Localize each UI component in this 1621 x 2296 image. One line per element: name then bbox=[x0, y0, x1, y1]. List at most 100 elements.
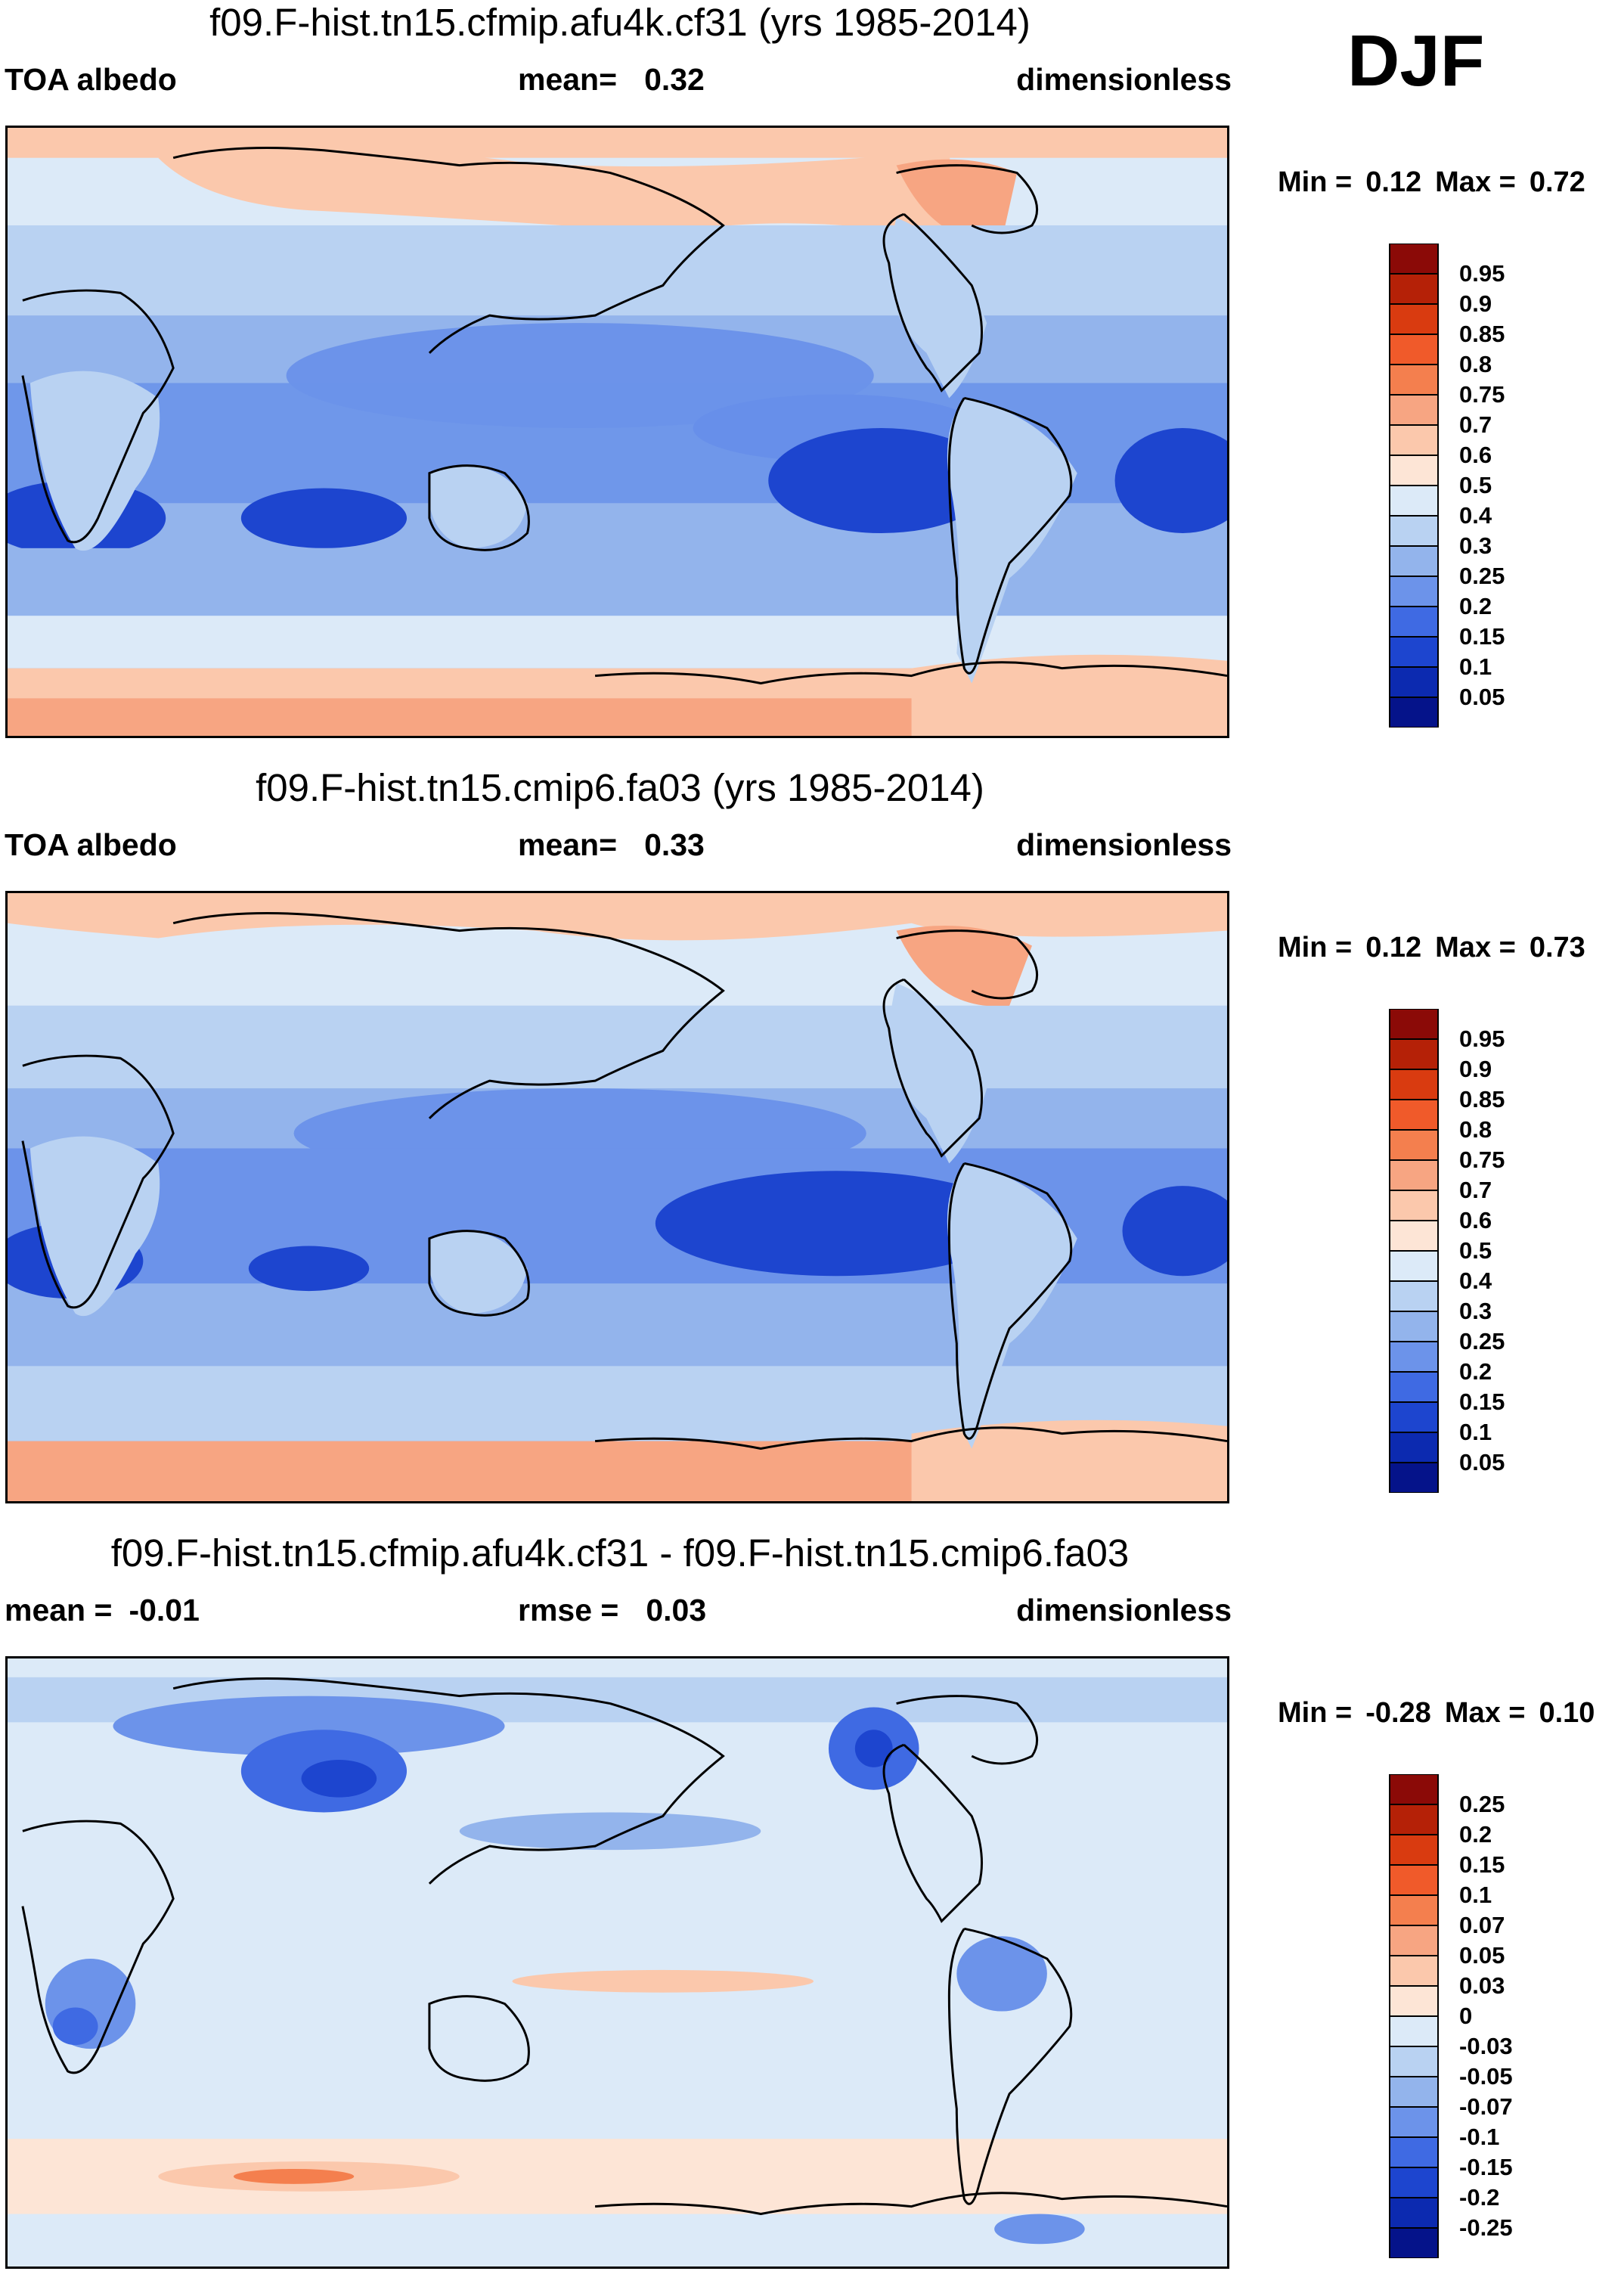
colorbar-tick-label: 0.7 bbox=[1459, 411, 1492, 438]
colorbar-swatch bbox=[1389, 2046, 1439, 2077]
min-max-readout: Min = -0.28 Max = 0.10 bbox=[1278, 1697, 1595, 1729]
panel-title: f09.F-hist.tn15.cfmip.afu4k.cf31 (yrs 19… bbox=[209, 1, 1031, 44]
colorbar-swatch bbox=[1389, 1069, 1439, 1100]
colorbar-tick-label: -0.25 bbox=[1459, 2214, 1513, 2241]
colorbar-swatch bbox=[1389, 395, 1439, 425]
units-label: dimensionless bbox=[1016, 827, 1232, 862]
mean-label: mean= 0.33 bbox=[518, 827, 705, 862]
colorbar-tick-label: 0.2 bbox=[1459, 593, 1492, 619]
colorbar-swatch bbox=[1389, 244, 1439, 274]
panel-title: f09.F-hist.tn15.cfmip.afu4k.cf31 - f09.F… bbox=[110, 1531, 1130, 1575]
colorbar-swatch bbox=[1389, 274, 1439, 304]
colorbar-tick-label: 0.5 bbox=[1459, 1237, 1492, 1264]
colorbar-swatch bbox=[1389, 1130, 1439, 1160]
mean-label: mean= 0.32 bbox=[518, 62, 705, 97]
colorbar-tick-label: 0.75 bbox=[1459, 381, 1505, 408]
colorbar-tick-label: -0.05 bbox=[1459, 2063, 1513, 2090]
mean-value: 0.33 bbox=[644, 827, 705, 862]
colorbar-swatch bbox=[1389, 2228, 1439, 2258]
panel-model-fa03: f09.F-hist.tn15.cmip6.fa03 (yrs 1985-201… bbox=[0, 765, 1621, 1531]
max-value: 0.10 bbox=[1539, 1697, 1595, 1729]
albedo-map bbox=[5, 126, 1229, 738]
colorbar bbox=[1389, 244, 1439, 728]
colorbar-tick-label: 0.1 bbox=[1459, 653, 1492, 680]
colorbar-tick-label: 0.4 bbox=[1459, 1267, 1492, 1294]
colorbar-swatch bbox=[1389, 1039, 1439, 1069]
colorbar-swatch bbox=[1389, 2137, 1439, 2167]
colorbar-tick-label: 0.2 bbox=[1459, 1821, 1492, 1848]
diff-mean-value: -0.01 bbox=[129, 1593, 200, 1627]
colorbar-tick-label: 0.85 bbox=[1459, 1086, 1505, 1112]
colorbar-swatch bbox=[1389, 486, 1439, 516]
colorbar-swatch bbox=[1389, 2107, 1439, 2137]
rmse-value: 0.03 bbox=[646, 1593, 707, 1627]
colorbar-swatch bbox=[1389, 637, 1439, 667]
variable-label: TOA albedo bbox=[5, 62, 177, 97]
colorbar-tick-label: 0.6 bbox=[1459, 1207, 1492, 1233]
min-max-readout: Min = 0.12 Max = 0.73 bbox=[1278, 932, 1585, 963]
units-label: dimensionless bbox=[1016, 1593, 1232, 1627]
colorbar-tick-label: 0 bbox=[1459, 2003, 1473, 2029]
panel-model-cf31: f09.F-hist.tn15.cfmip.afu4k.cf31 (yrs 19… bbox=[0, 0, 1621, 765]
colorbar-swatch bbox=[1389, 1774, 1439, 1804]
colorbar-tick-label: 0.15 bbox=[1459, 1388, 1505, 1415]
colorbar-swatch bbox=[1389, 1402, 1439, 1432]
colorbar-tick-label: 0.05 bbox=[1459, 1942, 1505, 1969]
colorbar bbox=[1389, 1774, 1439, 2258]
colorbar-tick-label: -0.03 bbox=[1459, 2033, 1513, 2059]
colorbar-tick-label: 0.8 bbox=[1459, 1116, 1492, 1143]
panel-difference: f09.F-hist.tn15.cfmip.afu4k.cf31 - f09.F… bbox=[0, 1531, 1621, 2296]
colorbar bbox=[1389, 1009, 1439, 1493]
colorbar-tick-label: 0.75 bbox=[1459, 1146, 1505, 1173]
min-value: -0.28 bbox=[1365, 1697, 1431, 1729]
season-label: DJF bbox=[1347, 20, 1485, 101]
colorbar-tick-label: 0.05 bbox=[1459, 1449, 1505, 1475]
colorbar-tick-label: 0.3 bbox=[1459, 1298, 1492, 1324]
colorbar-tick-label: 0.15 bbox=[1459, 623, 1505, 650]
colorbar-swatch bbox=[1389, 1160, 1439, 1190]
colorbar-swatch bbox=[1389, 607, 1439, 637]
max-value: 0.73 bbox=[1529, 932, 1585, 963]
colorbar-swatch bbox=[1389, 1100, 1439, 1130]
colorbar-tick-label: 0.1 bbox=[1459, 1419, 1492, 1445]
colorbar-tick-label: 0.25 bbox=[1459, 1791, 1505, 1817]
colorbar-swatch bbox=[1389, 334, 1439, 365]
colorbar-swatch bbox=[1389, 1835, 1439, 1865]
colorbar-swatch bbox=[1389, 546, 1439, 576]
colorbar-tick-label: 0.25 bbox=[1459, 563, 1505, 589]
colorbar-tick-label: 0.5 bbox=[1459, 472, 1492, 498]
mean-value: 0.32 bbox=[644, 62, 705, 97]
colorbar-tick-label: 0.3 bbox=[1459, 532, 1492, 559]
units-label: dimensionless bbox=[1016, 62, 1232, 97]
rmse-label: rmse = 0.03 bbox=[518, 1593, 707, 1627]
colorbar-tick-label: 0.2 bbox=[1459, 1358, 1492, 1385]
colorbar-swatch bbox=[1389, 425, 1439, 455]
colorbar-swatch bbox=[1389, 667, 1439, 697]
colorbar-tick-label: -0.15 bbox=[1459, 2154, 1513, 2180]
colorbar-swatch bbox=[1389, 1311, 1439, 1342]
colorbar-swatch bbox=[1389, 2167, 1439, 2198]
colorbar-swatch bbox=[1389, 2077, 1439, 2107]
max-value: 0.72 bbox=[1529, 166, 1585, 198]
colorbar-swatch bbox=[1389, 2016, 1439, 2046]
colorbar-swatch bbox=[1389, 1865, 1439, 1895]
colorbar-swatch bbox=[1389, 2198, 1439, 2228]
colorbar-swatch bbox=[1389, 1432, 1439, 1463]
colorbar-swatch bbox=[1389, 1372, 1439, 1402]
colorbar-tick-label: 0.1 bbox=[1459, 1882, 1492, 1908]
colorbar-tick-label: 0.15 bbox=[1459, 1851, 1505, 1878]
colorbar-swatch bbox=[1389, 576, 1439, 607]
colorbar-swatch bbox=[1389, 516, 1439, 546]
colorbar-swatch bbox=[1389, 1190, 1439, 1221]
colorbar-tick-label: 0.25 bbox=[1459, 1328, 1505, 1354]
colorbar-swatch bbox=[1389, 1009, 1439, 1039]
colorbar-swatch bbox=[1389, 1463, 1439, 1493]
colorbar-swatch bbox=[1389, 1804, 1439, 1835]
colorbar-tick-label: -0.2 bbox=[1459, 2184, 1500, 2211]
colorbar-tick-label: 0.9 bbox=[1459, 1056, 1492, 1082]
colorbar-tick-label: 0.9 bbox=[1459, 290, 1492, 317]
colorbar-tick-label: 0.7 bbox=[1459, 1177, 1492, 1203]
colorbar-swatch bbox=[1389, 1956, 1439, 1986]
colorbar-tick-label: 0.85 bbox=[1459, 321, 1505, 347]
colorbar-swatch bbox=[1389, 1895, 1439, 1925]
